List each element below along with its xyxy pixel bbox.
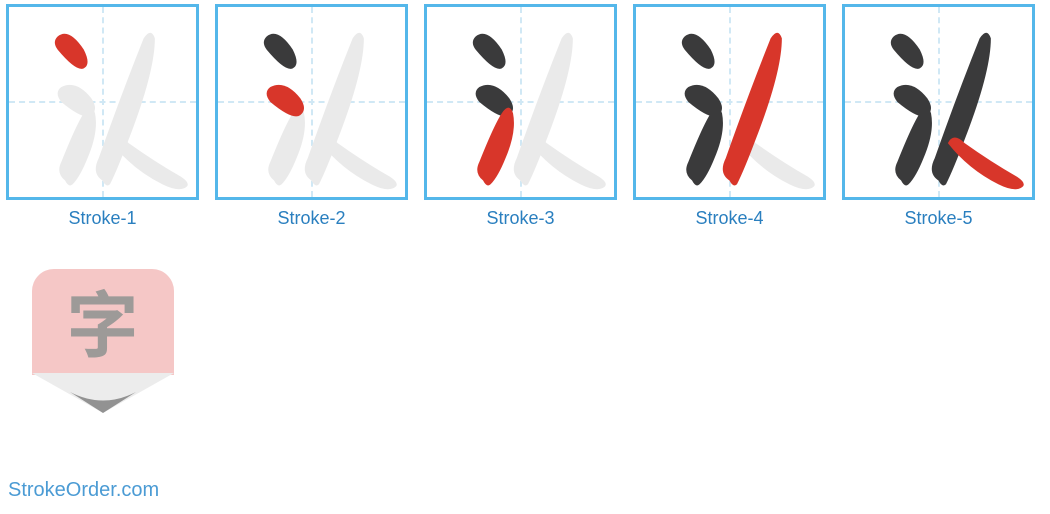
stroke-path [268,108,305,186]
stroke-path [530,138,606,190]
stroke-path [267,85,304,116]
stroke-path [682,34,715,69]
character-glyph [218,7,405,197]
stroke-path [473,34,506,69]
watermark-text: StrokeOrder.com [8,479,159,502]
stroke-path [948,138,1024,190]
character-glyph [9,7,196,197]
lower-row: 字 [0,229,1050,411]
stroke-path [55,34,88,69]
stroke-label: Stroke-4 [695,208,763,229]
stroke-cell-5: Stroke-5 [842,4,1035,229]
stroke-path [891,34,924,69]
logo-char: 字 [66,284,138,356]
logo-body: 字 [32,269,174,375]
stroke-box [215,4,408,200]
stroke-path [59,108,96,186]
logo-cell: 字 [6,265,199,411]
stroke-path [264,34,297,69]
site-logo: 字 [32,269,174,411]
character-glyph [636,7,823,197]
stroke-box [633,4,826,200]
stroke-box [6,4,199,200]
stroke-label: Stroke-5 [904,208,972,229]
stroke-cell-4: Stroke-4 [633,4,826,229]
stroke-path [321,138,397,190]
stroke-path [112,138,188,190]
stroke-order-row: Stroke-1 Stroke-2 Stroke-3 Stroke-4 Stroke-5 [0,0,1050,229]
stroke-box [424,4,617,200]
stroke-box [842,4,1035,200]
stroke-label: Stroke-2 [277,208,345,229]
stroke-label: Stroke-1 [68,208,136,229]
stroke-cell-1: Stroke-1 [6,4,199,229]
stroke-path [477,108,514,186]
character-glyph [427,7,614,197]
stroke-path [895,108,932,186]
stroke-path [686,108,723,186]
stroke-cell-2: Stroke-2 [215,4,408,229]
character-glyph [845,7,1032,197]
stroke-label: Stroke-3 [486,208,554,229]
stroke-cell-3: Stroke-3 [424,4,617,229]
pencil-tip-icon [32,373,174,413]
